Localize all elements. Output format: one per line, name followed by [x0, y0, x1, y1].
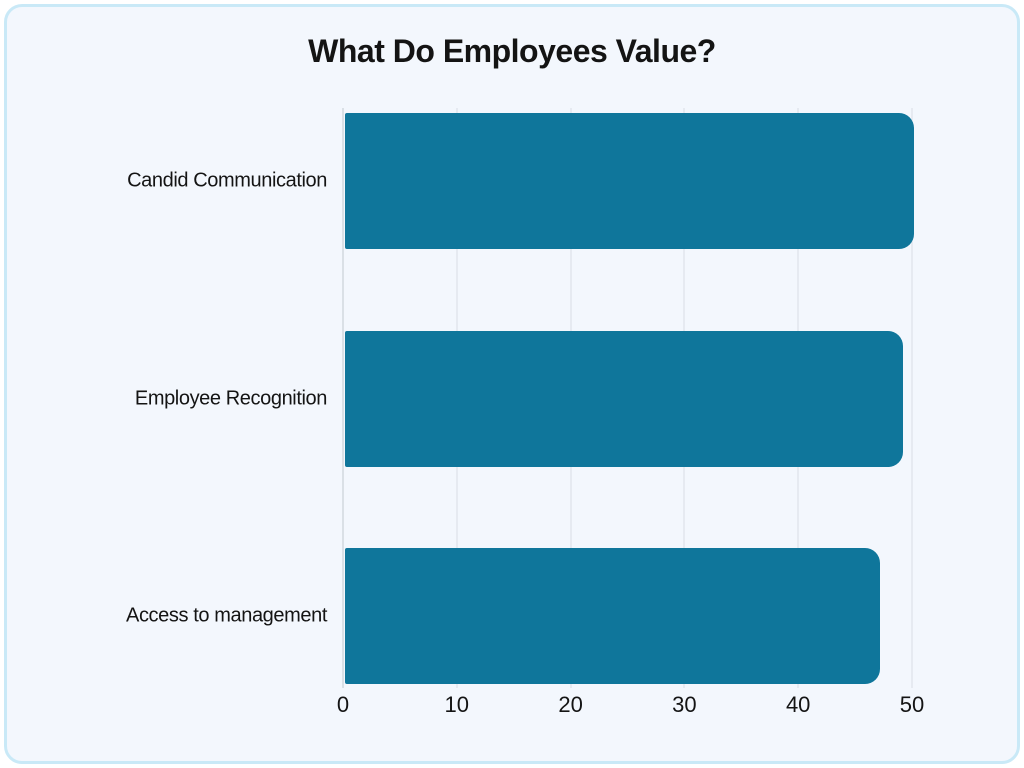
bars-container: Candid Communication Employee Recognition… [126, 108, 914, 688]
chart-title: What Do Employees Value? [308, 33, 716, 69]
x-axis-tick-label: 20 [558, 692, 583, 717]
bar [345, 330, 903, 467]
bar-row: Candid Communication [127, 113, 914, 249]
bar-row: Access to management [126, 548, 912, 684]
category-label: Access to management [126, 604, 327, 627]
gridline [911, 108, 913, 688]
category-label: Employee Recognition [134, 387, 328, 409]
x-axis: 0 10 20 30 40 50 [337, 692, 924, 722]
category-label: Candid Communication [127, 169, 327, 192]
bar-row: Employee Recognition [135, 330, 912, 467]
x-axis-tick-label: 40 [785, 692, 811, 717]
bar [345, 113, 914, 249]
chart-panel: What Do Employees Value? Candid Communic… [4, 4, 1020, 764]
x-axis-tick-label: 0 [336, 692, 350, 717]
bar [345, 548, 880, 684]
x-axis-tick-label: 10 [444, 692, 470, 717]
x-axis-tick-label: 50 [899, 692, 925, 717]
bar-chart-plot-area: Candid Communication Employee Recognition… [126, 108, 914, 688]
x-axis-tick-label: 30 [672, 692, 697, 717]
y-axis-line [342, 108, 344, 688]
